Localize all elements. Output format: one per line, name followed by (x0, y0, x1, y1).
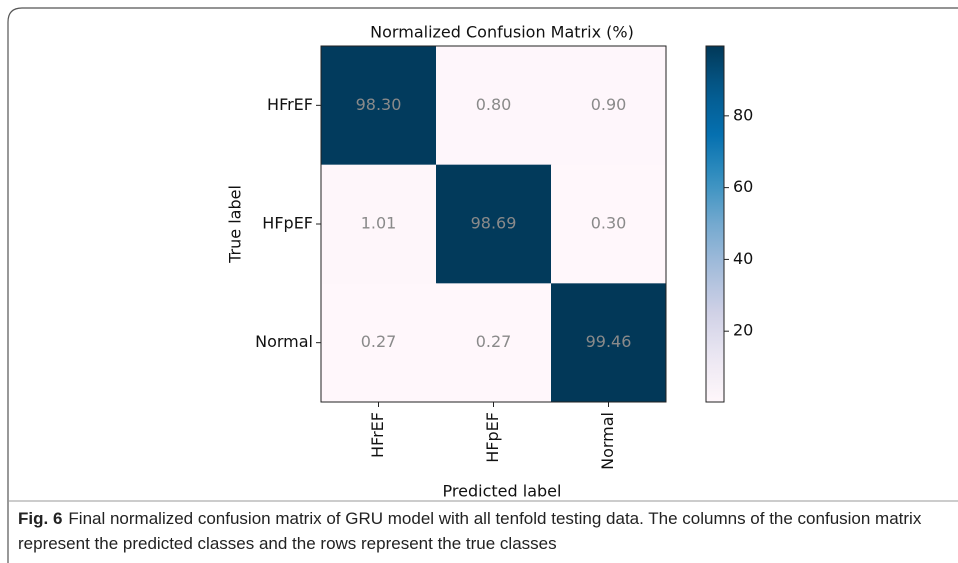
cell-label: 98.30 (356, 95, 402, 114)
y-tick-label: HFpEF (262, 214, 313, 233)
x-tick-label: HFrEF (368, 412, 387, 458)
colorbar-tick-label: 20 (733, 321, 753, 340)
cell-label: 0.27 (476, 332, 512, 351)
cell-label: 1.01 (361, 214, 397, 233)
cell (436, 46, 552, 166)
cell (436, 283, 552, 403)
x-tick-label: HFpEF (483, 412, 502, 463)
cell (436, 164, 552, 284)
cell (321, 283, 437, 403)
y-tick-label: HFrEF (267, 95, 313, 114)
chart-title: Normalized Confusion Matrix (%) (370, 23, 634, 42)
colorbar-tick-label: 40 (733, 249, 753, 268)
x-tick-label: Normal (598, 412, 617, 470)
cell-label: 99.46 (586, 332, 632, 351)
cell (551, 164, 667, 284)
cell (321, 46, 437, 166)
cell-label: 98.69 (471, 214, 517, 233)
cell-label: 0.27 (361, 332, 397, 351)
x-axis-label: Predicted label (443, 482, 562, 501)
cell (321, 164, 437, 284)
caption-label: Fig. 6 (18, 509, 63, 528)
y-axis-label: True label (226, 185, 245, 264)
caption: Fig. 6 Final normalized confusion matrix … (18, 506, 938, 556)
cell-label: 0.80 (476, 95, 512, 114)
cell-label: 0.30 (591, 214, 627, 233)
colorbar-tick-label: 60 (733, 177, 753, 196)
colorbar-tick-label: 80 (733, 105, 753, 124)
cell-label: 0.90 (591, 95, 627, 114)
colorbar (705, 45, 725, 403)
y-tick-label: Normal (255, 332, 313, 351)
cell (551, 46, 667, 166)
cell (551, 283, 667, 403)
caption-text: Final normalized confusion matrix of GRU… (18, 509, 922, 553)
frame (7, 7, 958, 563)
